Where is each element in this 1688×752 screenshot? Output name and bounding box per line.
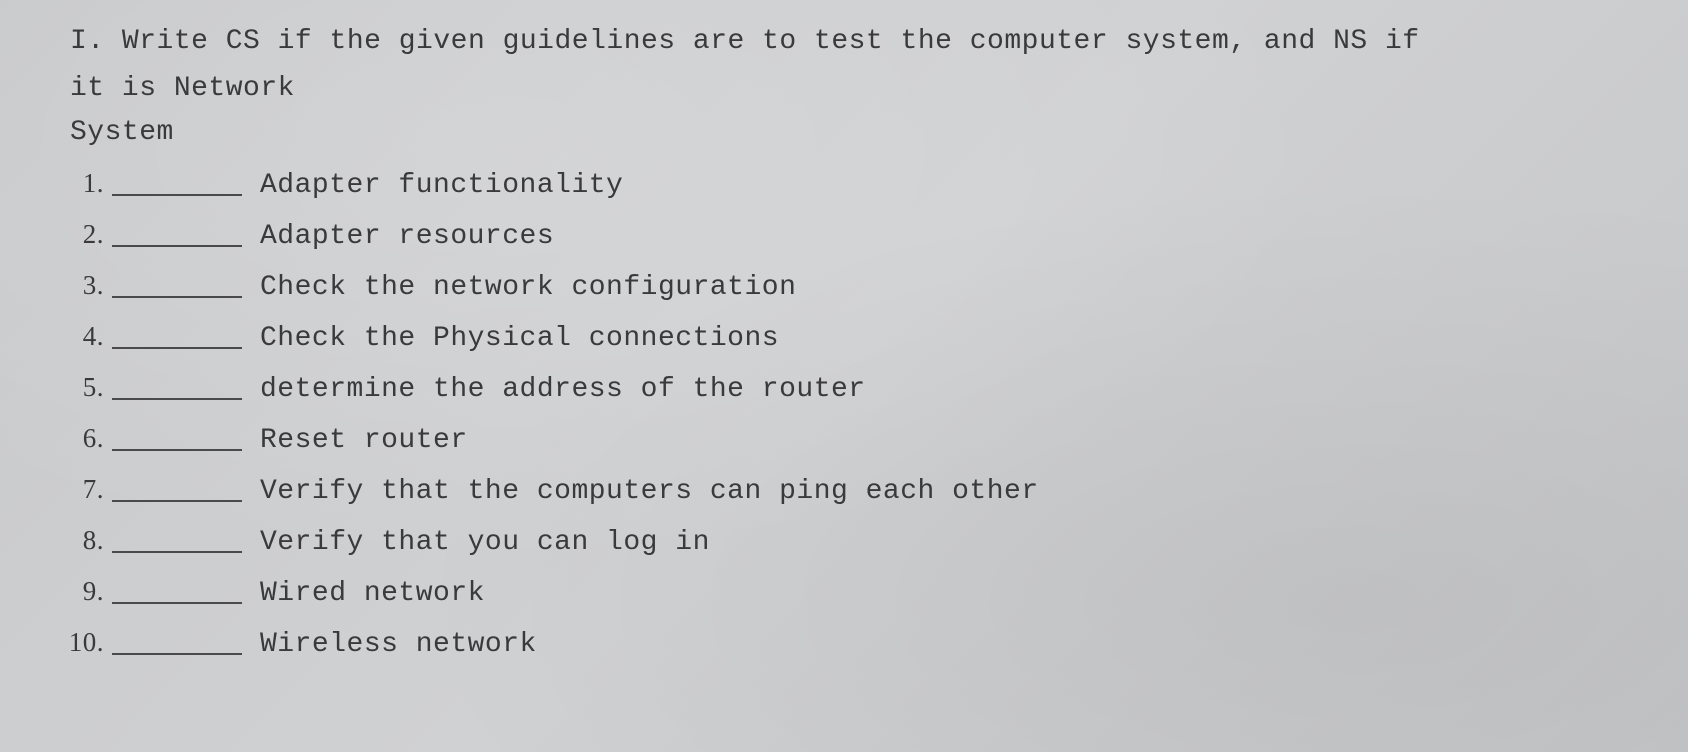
items-list: 1. Adapter functionality 2. Adapter reso… bbox=[40, 158, 1628, 666]
item-number: 4. bbox=[40, 316, 112, 358]
item-text: Verify that you can log in bbox=[260, 521, 710, 564]
item-number: 2. bbox=[40, 214, 112, 256]
instruction-line-1: I. Write CS if the given guidelines are … bbox=[40, 20, 1628, 63]
item-text: Check the Physical connections bbox=[260, 317, 779, 360]
list-item: 3. Check the network configuration bbox=[40, 260, 1628, 309]
list-item: 8. Verify that you can log in bbox=[40, 515, 1628, 564]
item-text: Wireless network bbox=[260, 623, 537, 666]
item-text: Wired network bbox=[260, 572, 485, 615]
item-text: Reset router bbox=[260, 419, 468, 462]
item-number: 10. bbox=[40, 622, 112, 664]
item-number: 7. bbox=[40, 469, 112, 511]
list-item: 10. Wireless network bbox=[40, 617, 1628, 666]
list-item: 7. Verify that the computers can ping ea… bbox=[40, 464, 1628, 513]
answer-blank[interactable] bbox=[112, 366, 242, 400]
answer-blank[interactable] bbox=[112, 162, 242, 196]
item-number: 1. bbox=[40, 163, 112, 205]
list-item: 6. Reset router bbox=[40, 413, 1628, 462]
answer-blank[interactable] bbox=[112, 621, 242, 655]
item-text: determine the address of the router bbox=[260, 368, 866, 411]
item-text: Verify that the computers can ping each … bbox=[260, 470, 1039, 513]
item-number: 8. bbox=[40, 520, 112, 562]
item-number: 3. bbox=[40, 265, 112, 307]
answer-blank[interactable] bbox=[112, 315, 242, 349]
item-text: Adapter functionality bbox=[260, 164, 623, 207]
answer-blank[interactable] bbox=[112, 468, 242, 502]
answer-blank[interactable] bbox=[112, 213, 242, 247]
item-text: Adapter resources bbox=[260, 215, 554, 258]
instruction-line-3: System bbox=[40, 111, 1628, 154]
item-number: 6. bbox=[40, 418, 112, 460]
list-item: 1. Adapter functionality bbox=[40, 158, 1628, 207]
worksheet-content: I. Write CS if the given guidelines are … bbox=[40, 20, 1628, 666]
answer-blank[interactable] bbox=[112, 570, 242, 604]
instruction-line-2: it is Network bbox=[40, 67, 1628, 110]
list-item: 9. Wired network bbox=[40, 566, 1628, 615]
answer-blank[interactable] bbox=[112, 519, 242, 553]
answer-blank[interactable] bbox=[112, 264, 242, 298]
list-item: 2. Adapter resources bbox=[40, 209, 1628, 258]
item-number: 9. bbox=[40, 571, 112, 613]
list-item: 5. determine the address of the router bbox=[40, 362, 1628, 411]
item-number: 5. bbox=[40, 367, 112, 409]
answer-blank[interactable] bbox=[112, 417, 242, 451]
list-item: 4. Check the Physical connections bbox=[40, 311, 1628, 360]
item-text: Check the network configuration bbox=[260, 266, 796, 309]
